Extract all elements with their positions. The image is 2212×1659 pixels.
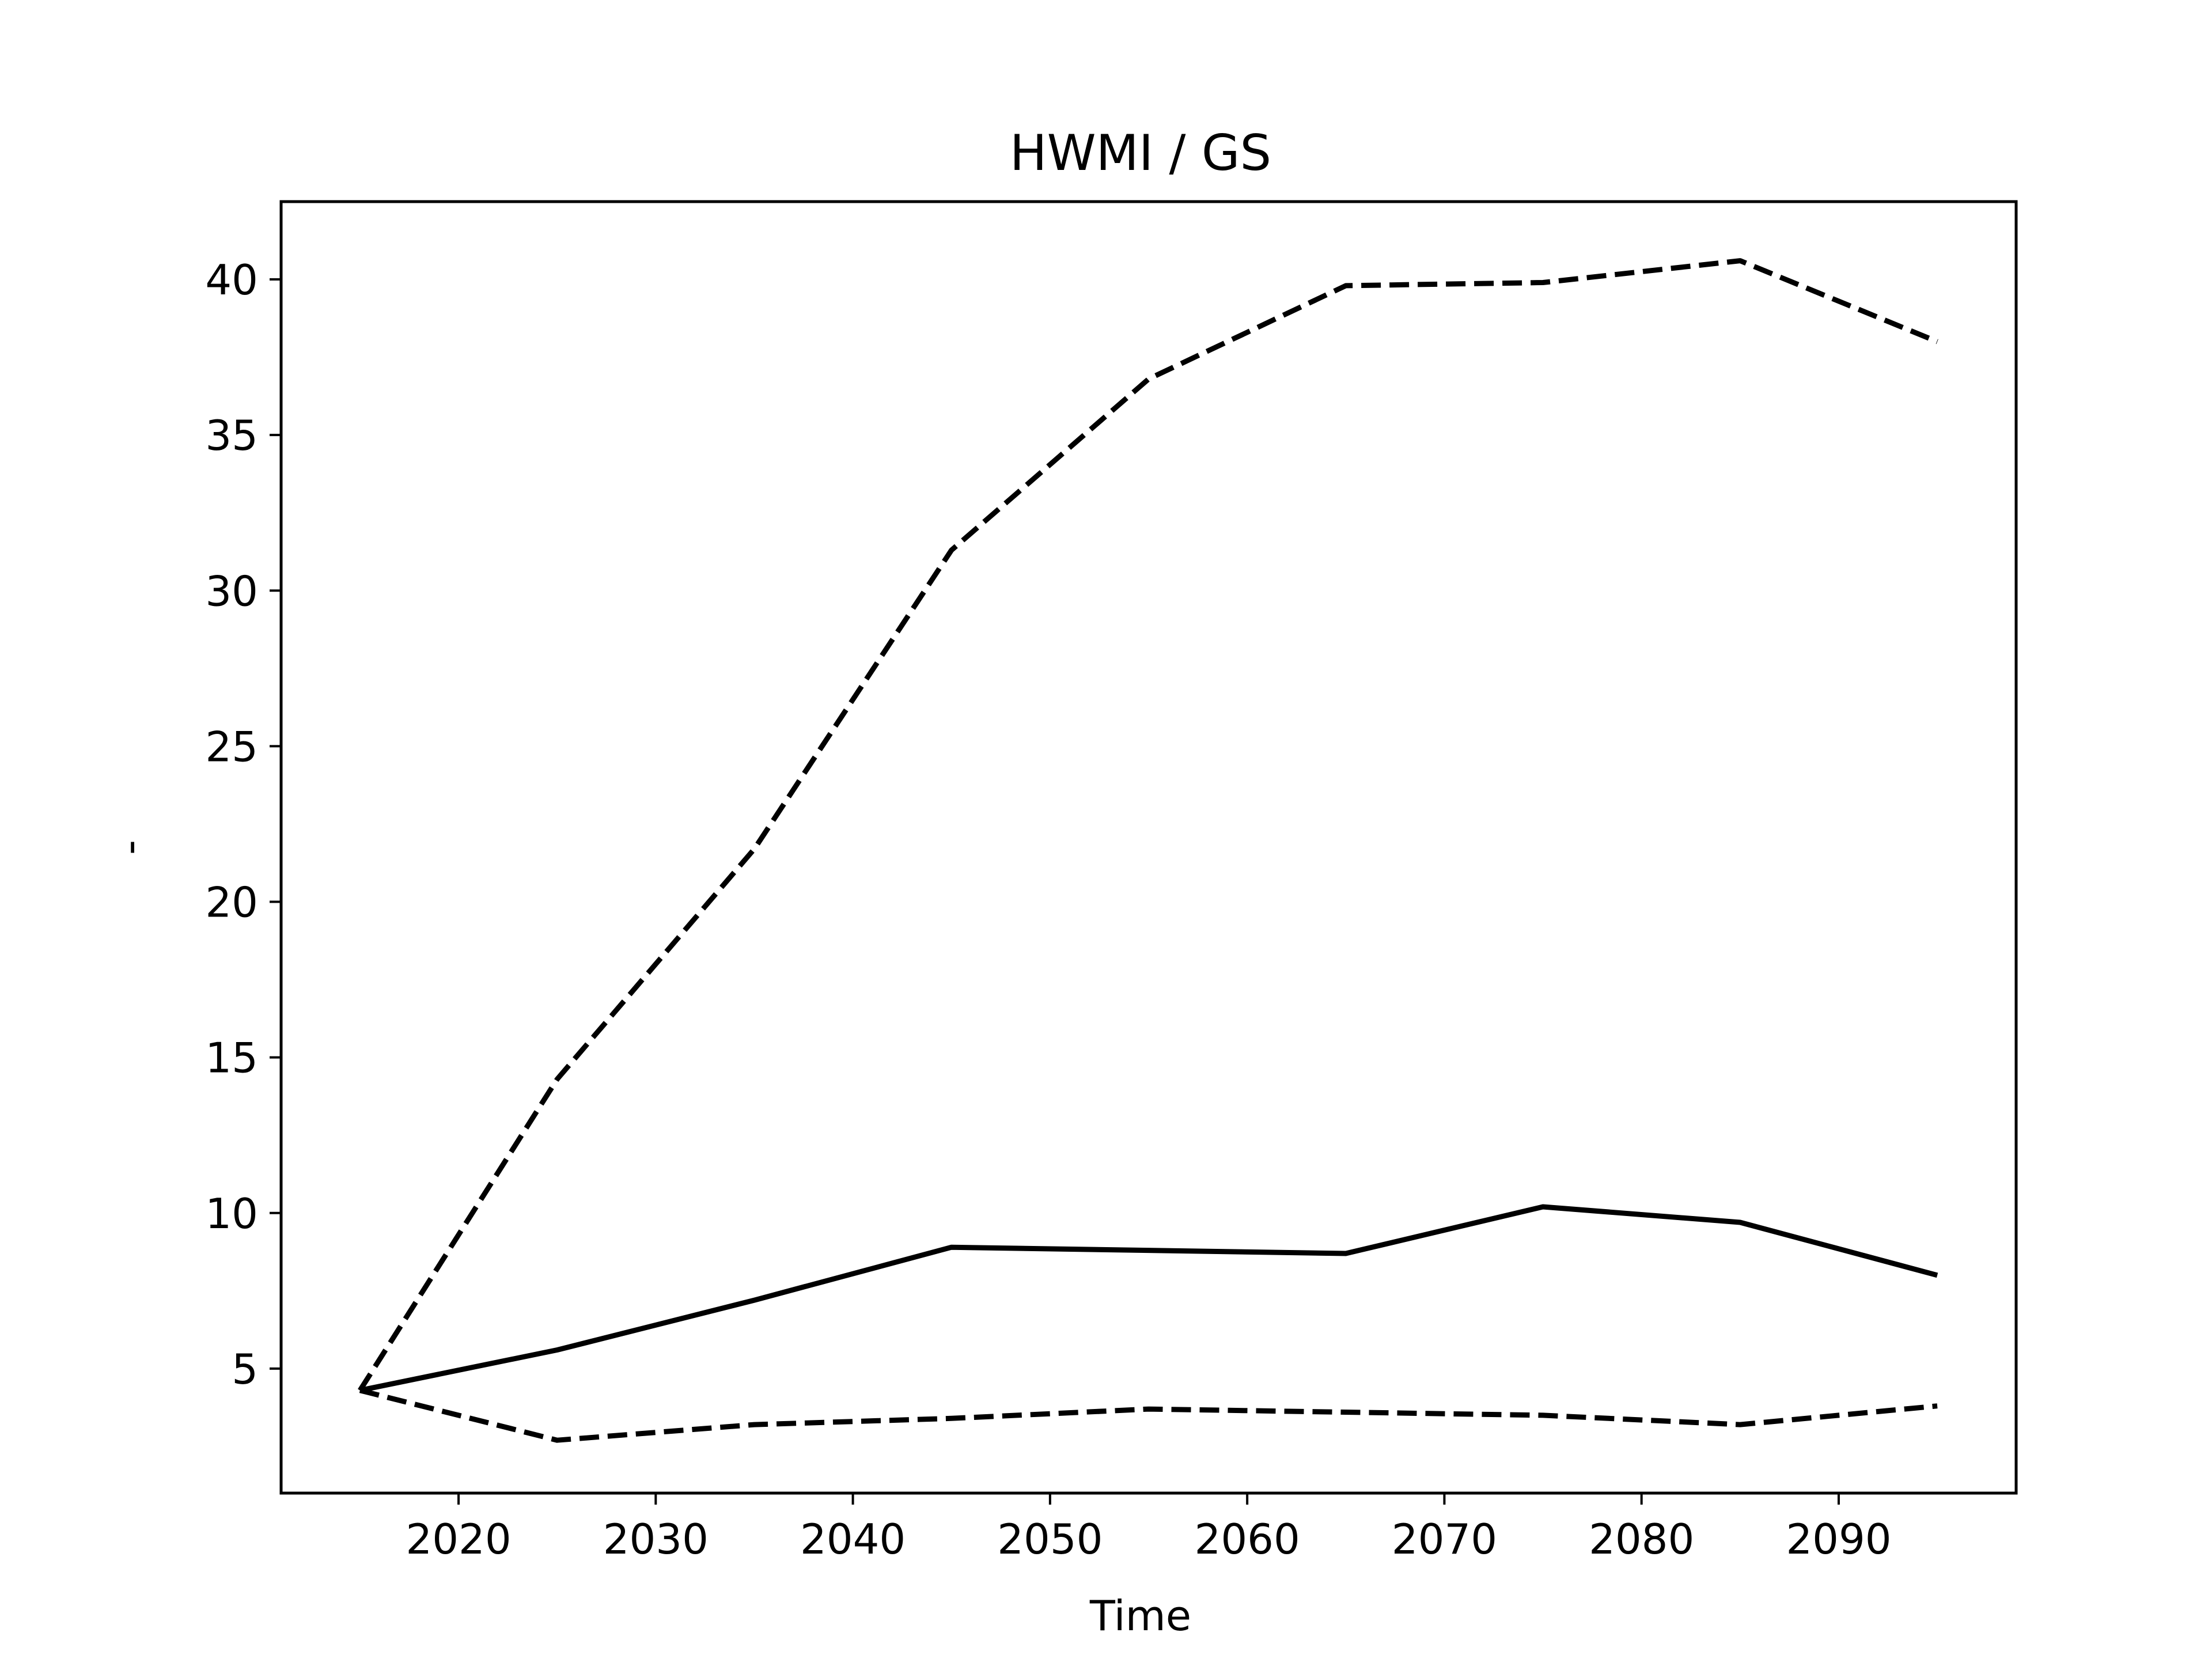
series-line-1-solid [359,1204,1938,1393]
chart-title: HWMI / GS [1010,124,1271,182]
y-axis: 5 10 15 20 25 30 35 40 [205,256,281,1393]
x-tick-label: 2040 [800,1515,906,1563]
x-axis-label: Time [1089,1592,1191,1640]
y-tick-label: 20 [205,878,258,927]
axes-frame [279,200,2018,1495]
x-tick-label: 2020 [406,1515,511,1563]
x-tick-label: 2050 [997,1515,1103,1563]
y-tick-label: 5 [232,1345,258,1393]
x-tick-label: 2080 [1589,1515,1694,1563]
y-tick-label: 30 [205,567,258,615]
x-tick-label: 2090 [1786,1515,1891,1563]
series-line-2-dashed [358,258,1938,1392]
y-tick-label: 25 [205,722,258,771]
series-line-3-dashed [359,1388,1938,1443]
y-tick-label: 15 [205,1034,258,1082]
plot-area [358,258,1938,1443]
x-axis: 2020 2030 2040 2050 2060 2070 2080 2090 [406,1493,1892,1563]
x-tick-label: 2070 [1392,1515,1497,1563]
y-tick-label: 40 [205,256,258,304]
y-axis-label: - [105,840,154,855]
y-tick-label: 35 [205,411,258,460]
x-tick-label: 2060 [1195,1515,1300,1563]
x-tick-label: 2030 [603,1515,709,1563]
y-tick-label: 10 [205,1190,258,1238]
